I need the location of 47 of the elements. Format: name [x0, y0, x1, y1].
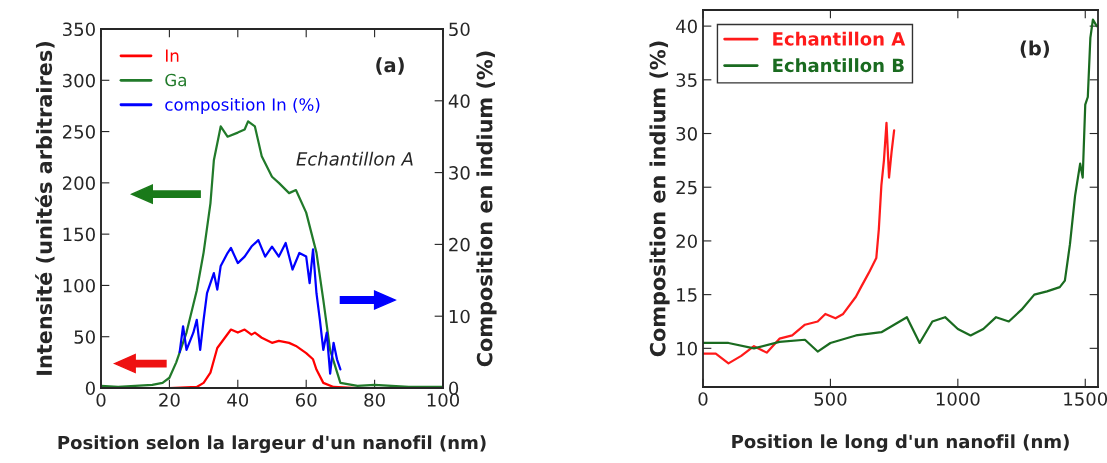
y-axis-title: Composition en indium (%) — [649, 41, 670, 357]
y-tick-label: 300 — [63, 73, 95, 88]
line-series — [703, 121, 896, 365]
y-tick-label: 10 — [677, 341, 697, 356]
x-tick-label: 0 — [96, 393, 106, 407]
y-tick-label: 100 — [63, 278, 95, 293]
annotation: (a) — [376, 57, 404, 75]
x-axis-title: Position selon la largeur d'un nanofil (nm) — [58, 435, 486, 453]
x-tick-label: 100 — [427, 393, 460, 407]
y-tick-label: 250 — [63, 125, 95, 139]
y-tick-label: 15 — [677, 288, 697, 302]
x-tick-label: 60 — [295, 393, 317, 407]
line-series — [703, 18, 1098, 353]
annotation: Echantillon A — [296, 151, 413, 166]
legend-label: Echantillon A — [773, 31, 906, 46]
y2-tick-label: 10 — [449, 309, 470, 324]
y2-tick-label: 50 — [449, 22, 470, 37]
y-tick-label: 350 — [63, 22, 95, 37]
x-tick-label: 20 — [159, 393, 180, 407]
legend-label: Ga — [165, 73, 186, 87]
y-tick-label: 150 — [63, 227, 95, 242]
x-axis-title: Position le long d'un nanofil (nm) — [732, 434, 1069, 452]
y-axis-title: Intensité (unités arbitraires) — [35, 41, 55, 375]
x-tick-label: 1000 — [936, 392, 980, 406]
y2-tick-label: 30 — [449, 166, 470, 180]
y-tick-label: 30 — [676, 126, 697, 141]
y-tick-label: 0 — [85, 381, 95, 396]
x-tick-label: 80 — [364, 393, 385, 407]
y-tick-label: 25 — [676, 180, 697, 195]
y-tick-label: 200 — [63, 176, 95, 190]
legend-label: In — [165, 49, 179, 62]
y-tick-label: 35 — [676, 73, 697, 87]
y2-axis-title: Composition en indium (%) — [476, 51, 497, 367]
line-series — [178, 238, 342, 375]
legend-label: composition In (%) — [165, 97, 320, 115]
x-tick-label: 40 — [227, 393, 249, 407]
y-tick-label: 40 — [676, 19, 697, 34]
y-tick-label: 50 — [74, 330, 95, 344]
annotation: (b) — [1020, 40, 1050, 58]
y2-tick-label: 40 — [448, 94, 470, 108]
legend-label: Echantillon B — [773, 58, 904, 73]
x-tick-label: 0 — [698, 392, 708, 406]
y2-tick-label: 20 — [449, 237, 470, 252]
x-tick-label: 1500 — [1064, 392, 1107, 406]
x-tick-label: 500 — [814, 392, 847, 406]
y2-tick-label: 0 — [449, 381, 459, 396]
y-tick-label: 20 — [676, 234, 697, 249]
